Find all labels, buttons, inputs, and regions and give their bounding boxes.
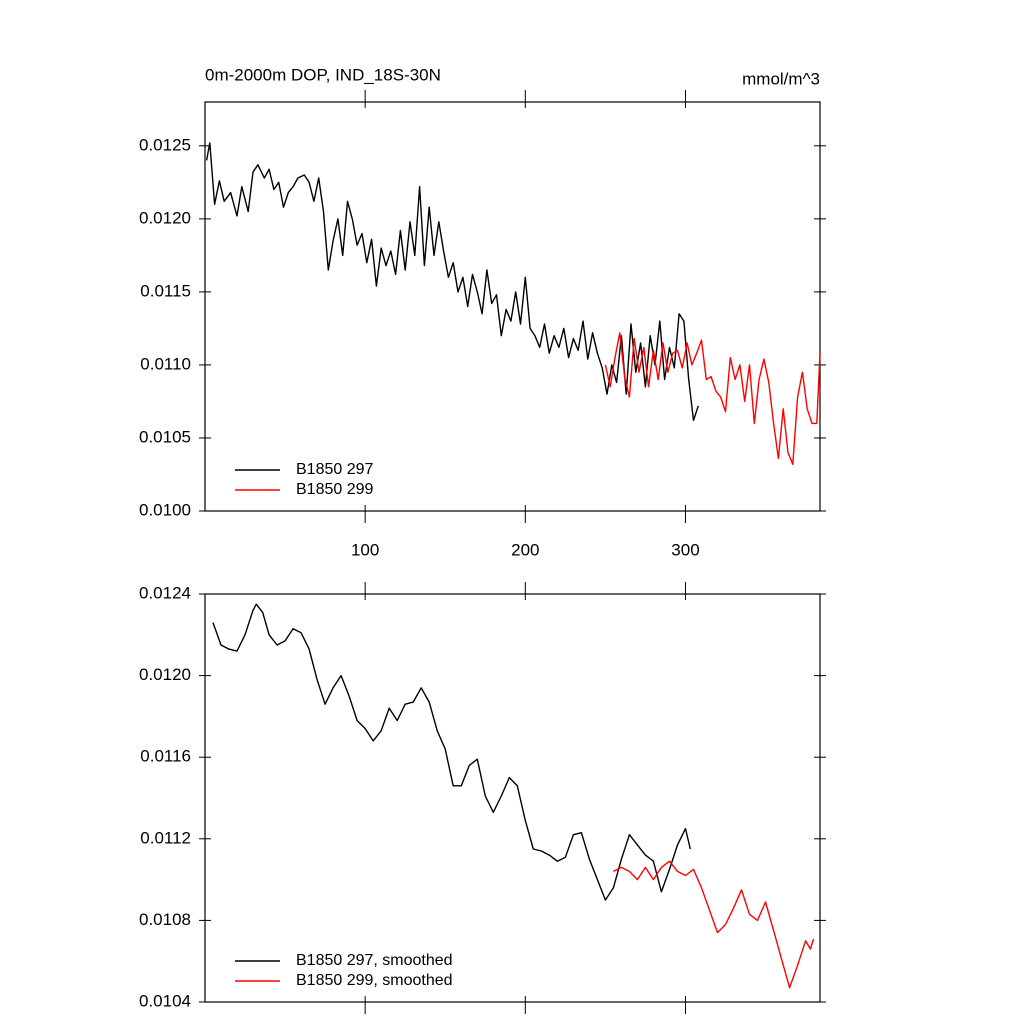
y-tick-label: 0.0124 xyxy=(139,583,191,602)
y-tick-label: 0.0120 xyxy=(139,208,191,227)
data-line xyxy=(613,860,815,989)
data-line xyxy=(212,603,691,901)
x-tick-label: 300 xyxy=(671,540,699,559)
y-tick-label: 0.0110 xyxy=(140,354,191,373)
x-tick-label: 200 xyxy=(511,540,539,559)
y-tick-label: 0.0104 xyxy=(139,991,191,1010)
y-tick-label: 0.0108 xyxy=(139,910,191,929)
y-tick-label: 0.0100 xyxy=(139,500,191,519)
plot-frame xyxy=(204,101,821,512)
legend-label: B1850 299 xyxy=(296,481,374,498)
y-tick-label: 0.0115 xyxy=(140,281,191,300)
legend: B1850 297 B1850 299 xyxy=(235,461,374,498)
legend-label: B1850 297, smoothed xyxy=(296,952,453,969)
data-line xyxy=(205,142,699,422)
y-tick-label: 0.0116 xyxy=(140,747,191,766)
y-tick-label: 0.0125 xyxy=(139,135,191,154)
legend-label: B1850 299, smoothed xyxy=(296,972,453,989)
y-tick-label: 0.0112 xyxy=(140,828,191,847)
plot-frame xyxy=(204,593,821,1003)
y-tick-label: 0.0105 xyxy=(139,427,191,446)
chart-title: 0m-2000m DOP, IND_18S-30N xyxy=(205,65,441,84)
data-line xyxy=(604,332,821,465)
legend: B1850 297, smoothed B1850 299, smoothed xyxy=(235,952,453,989)
units-label: mmol/m^3 xyxy=(742,69,820,88)
y-tick-label: 0.0120 xyxy=(139,665,191,684)
legend-label: B1850 297 xyxy=(296,461,374,478)
x-tick-label: 100 xyxy=(351,540,379,559)
